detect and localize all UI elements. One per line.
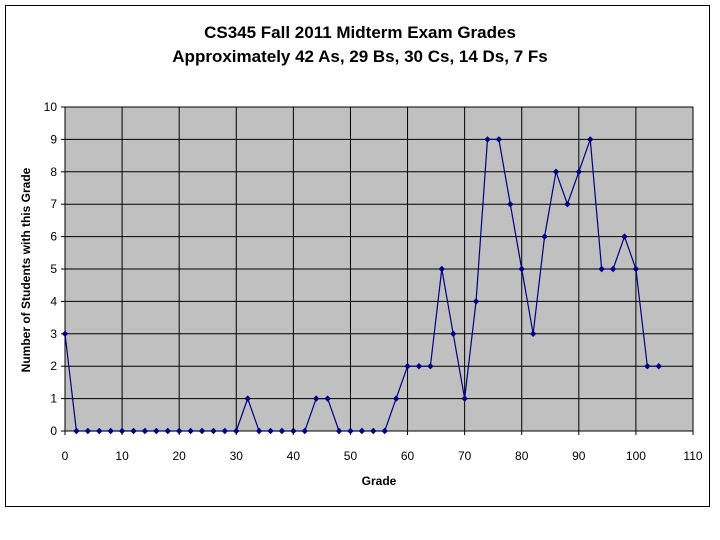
data-point — [301, 427, 308, 435]
x-tick-label: 70 — [458, 449, 472, 463]
data-point — [278, 427, 286, 435]
data-point — [244, 395, 251, 402]
series-layer — [61, 136, 662, 435]
data-point — [141, 427, 149, 435]
x-tick-label: 30 — [230, 449, 244, 463]
data-point — [632, 265, 640, 273]
data-point — [73, 427, 80, 435]
data-point — [175, 427, 183, 435]
data-point — [347, 427, 354, 435]
data-point — [609, 265, 617, 273]
data-point — [415, 363, 423, 370]
data-point — [495, 136, 503, 143]
data-point — [450, 330, 457, 337]
y-tick-label: 0 — [50, 424, 57, 438]
data-point — [267, 427, 274, 435]
data-point — [564, 201, 571, 208]
data-point — [164, 427, 171, 435]
y-tick-label: 9 — [50, 132, 57, 146]
data-point — [370, 427, 377, 435]
x-tick-label: 20 — [173, 449, 187, 463]
data-point — [233, 427, 240, 435]
y-tick-label: 1 — [50, 392, 57, 406]
data-point — [644, 363, 651, 370]
x-tick-label: 10 — [115, 449, 129, 463]
data-point — [313, 395, 320, 402]
chart-title: CS345 Fall 2011 Midterm Exam Grades — [204, 23, 516, 42]
data-point — [255, 427, 263, 435]
x-tick-label: 40 — [287, 449, 301, 463]
data-point — [118, 427, 126, 435]
data-point — [575, 168, 583, 175]
y-tick-label: 5 — [50, 262, 57, 276]
y-tick-label: 2 — [50, 359, 57, 373]
data-point — [529, 330, 537, 337]
x-tick-label: 60 — [401, 449, 415, 463]
y-tick-label: 6 — [50, 230, 57, 244]
data-point — [392, 395, 400, 402]
data-point — [427, 363, 434, 370]
x-tick-label: 100 — [626, 449, 646, 463]
data-point — [438, 265, 445, 273]
data-point — [96, 427, 103, 435]
y-tick-label: 8 — [50, 165, 57, 179]
y-tick-label: 7 — [50, 197, 57, 211]
data-point — [324, 395, 331, 402]
grid — [64, 106, 694, 432]
x-axis-label: Grade — [362, 474, 397, 488]
data-point — [107, 427, 114, 435]
data-point — [84, 427, 92, 435]
data-point — [461, 395, 468, 402]
data-point — [210, 427, 217, 435]
data-point — [153, 427, 160, 435]
data-point — [187, 427, 194, 435]
data-point — [518, 265, 525, 273]
chart-subtitle: Approximately 42 As, 29 Bs, 30 Cs, 14 Ds… — [172, 47, 547, 66]
y-tick-label: 3 — [50, 327, 57, 341]
x-tick-label: 110 — [683, 449, 702, 463]
data-point — [587, 136, 594, 143]
data-point — [541, 233, 548, 240]
x-tick-label: 80 — [515, 449, 529, 463]
y-axis-label: Number of Students with this Grade — [19, 167, 33, 372]
y-tick-label: 4 — [50, 294, 57, 308]
data-point — [221, 427, 229, 435]
data-point — [484, 136, 491, 143]
data-point — [404, 363, 411, 370]
data-point — [621, 233, 628, 240]
data-point — [290, 427, 297, 435]
data-point — [335, 427, 343, 435]
data-point — [61, 330, 69, 337]
x-tick-label: 50 — [344, 449, 358, 463]
data-point — [198, 427, 206, 435]
data-point — [598, 265, 605, 273]
data-point — [507, 201, 514, 208]
data-point — [358, 427, 366, 435]
x-tick-label: 90 — [572, 449, 586, 463]
data-point — [130, 427, 137, 435]
x-tick-label: 0 — [62, 449, 69, 463]
data-point — [552, 168, 560, 175]
data-point — [472, 298, 480, 305]
data-point — [381, 427, 388, 435]
y-tick-label: 10 — [44, 100, 58, 114]
data-point — [655, 363, 662, 370]
